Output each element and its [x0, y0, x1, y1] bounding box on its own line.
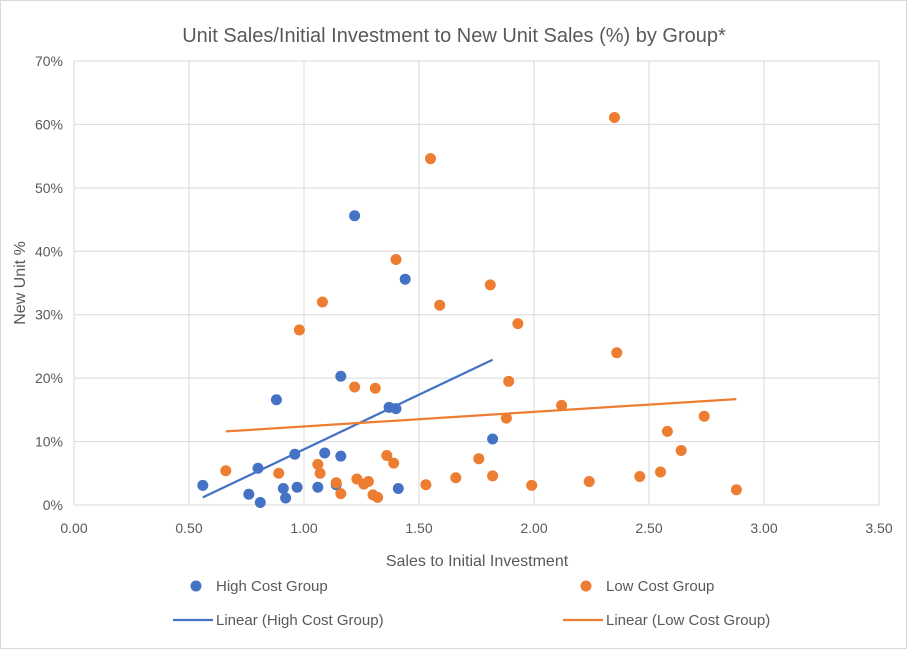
data-point	[349, 210, 361, 222]
data-point	[312, 481, 324, 493]
x-tick-label: 2.00	[520, 520, 547, 536]
data-point	[243, 488, 255, 500]
y-tick-label: 30%	[35, 307, 63, 323]
data-point	[675, 444, 687, 456]
data-point	[425, 153, 436, 165]
y-axis-label: New Unit %	[12, 241, 29, 325]
data-point	[484, 279, 496, 291]
data-point	[254, 496, 266, 508]
legend-marker	[580, 580, 592, 592]
data-point	[197, 479, 209, 491]
x-axis-label: Sales to Initial Investment	[386, 553, 569, 570]
data-point	[420, 479, 432, 491]
x-tick-label: 3.50	[865, 520, 892, 536]
data-point	[349, 381, 361, 393]
x-tick-label: 1.50	[405, 520, 432, 536]
data-point	[500, 412, 512, 424]
chart-title: Unit Sales/Initial Investment to New Uni…	[182, 25, 726, 47]
data-point	[392, 483, 404, 495]
data-points	[197, 111, 742, 508]
data-point	[314, 467, 326, 479]
data-point	[316, 296, 328, 308]
data-point	[291, 481, 303, 493]
legend: High Cost Group Low Cost Group Linear (Hig…	[173, 578, 770, 629]
data-point	[583, 476, 595, 488]
data-point	[277, 483, 289, 495]
data-point	[655, 466, 666, 478]
data-point	[362, 476, 374, 488]
data-point	[330, 477, 342, 489]
data-point	[220, 465, 232, 477]
trendlines	[202, 358, 737, 499]
data-point	[319, 447, 331, 459]
data-point	[270, 394, 282, 406]
data-point	[372, 491, 384, 503]
data-point	[335, 370, 347, 382]
y-tick-label: 20%	[35, 370, 63, 386]
y-tick-label: 50%	[35, 180, 63, 196]
legend-label: High Cost Group	[216, 578, 328, 595]
data-point	[335, 488, 347, 500]
data-point	[280, 492, 292, 504]
data-point	[434, 299, 446, 311]
legend-label: Linear (Low Cost Group)	[606, 612, 770, 629]
legend-label: Low Cost Group	[606, 578, 714, 595]
data-point	[312, 458, 324, 470]
y-tick-label: 10%	[35, 434, 63, 450]
data-point	[473, 453, 485, 465]
data-point	[698, 410, 710, 422]
y-tick-label: 60%	[35, 116, 63, 132]
data-point	[289, 448, 301, 460]
trendline	[225, 397, 737, 433]
data-point	[526, 479, 538, 491]
data-point	[388, 457, 400, 469]
data-point	[487, 470, 499, 482]
trendline	[202, 358, 494, 499]
data-point	[609, 111, 620, 123]
data-point	[399, 273, 411, 285]
data-point	[634, 470, 646, 482]
x-tick-label: 0.00	[60, 520, 87, 536]
data-point	[503, 375, 515, 387]
data-point	[369, 382, 381, 394]
data-point	[512, 318, 524, 330]
data-point	[556, 399, 568, 411]
data-point	[390, 254, 402, 266]
x-tick-label: 0.50	[175, 520, 202, 536]
x-tick-label: 2.50	[635, 520, 662, 536]
legend-marker	[190, 580, 202, 592]
data-point	[487, 433, 499, 445]
data-point	[252, 462, 264, 474]
x-tick-label: 3.00	[750, 520, 777, 536]
y-tick-label: 40%	[35, 243, 63, 259]
x-tick-label: 1.00	[290, 520, 317, 536]
y-tick-label: 0%	[43, 497, 63, 513]
data-point	[381, 450, 393, 462]
gridlines	[73, 60, 880, 506]
y-tick-label: 70%	[35, 53, 63, 69]
data-point	[661, 425, 673, 437]
legend-label: Linear (High Cost Group)	[216, 612, 384, 629]
data-point	[611, 347, 623, 359]
data-point	[293, 324, 305, 336]
data-point	[450, 472, 462, 484]
y-tick-labels: 0% 10% 20% 30% 40% 50% 60% 70%	[35, 53, 63, 513]
data-point	[273, 467, 285, 479]
data-point	[335, 450, 347, 462]
data-point	[390, 403, 402, 415]
data-point	[730, 484, 742, 496]
x-tick-labels: 0.00 0.50 1.00 1.50 2.00 2.50 3.00 3.50	[60, 520, 892, 536]
